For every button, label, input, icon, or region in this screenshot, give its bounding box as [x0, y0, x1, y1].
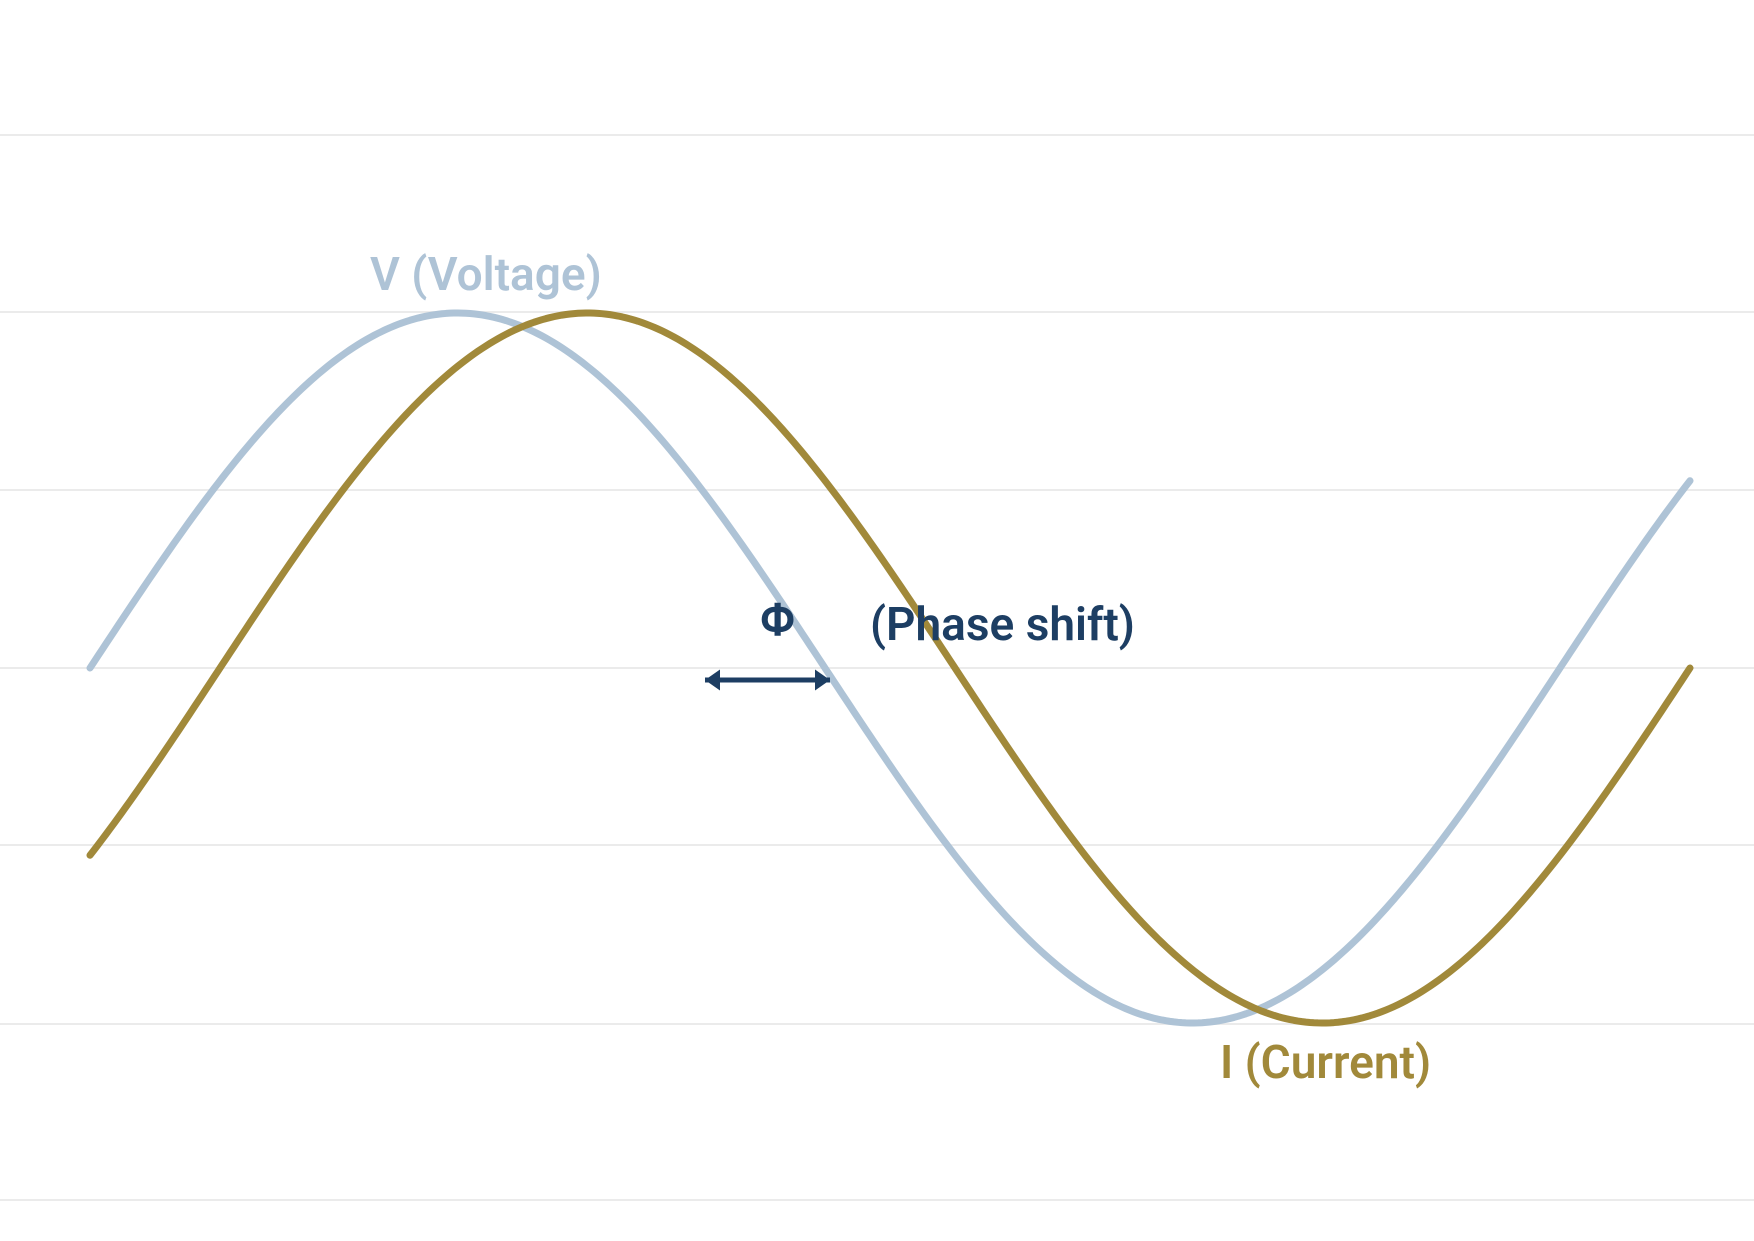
- chart-svg: V (Voltage) I (Current) Φ (Phase shift): [0, 0, 1754, 1241]
- voltage-label: V (Voltage): [370, 248, 602, 302]
- current-label: I (Current): [1220, 1036, 1431, 1090]
- phase-text-label: (Phase shift): [870, 598, 1135, 652]
- phase-phi-label: Φ: [760, 594, 795, 648]
- phase-shift-chart: V (Voltage) I (Current) Φ (Phase shift): [0, 0, 1754, 1241]
